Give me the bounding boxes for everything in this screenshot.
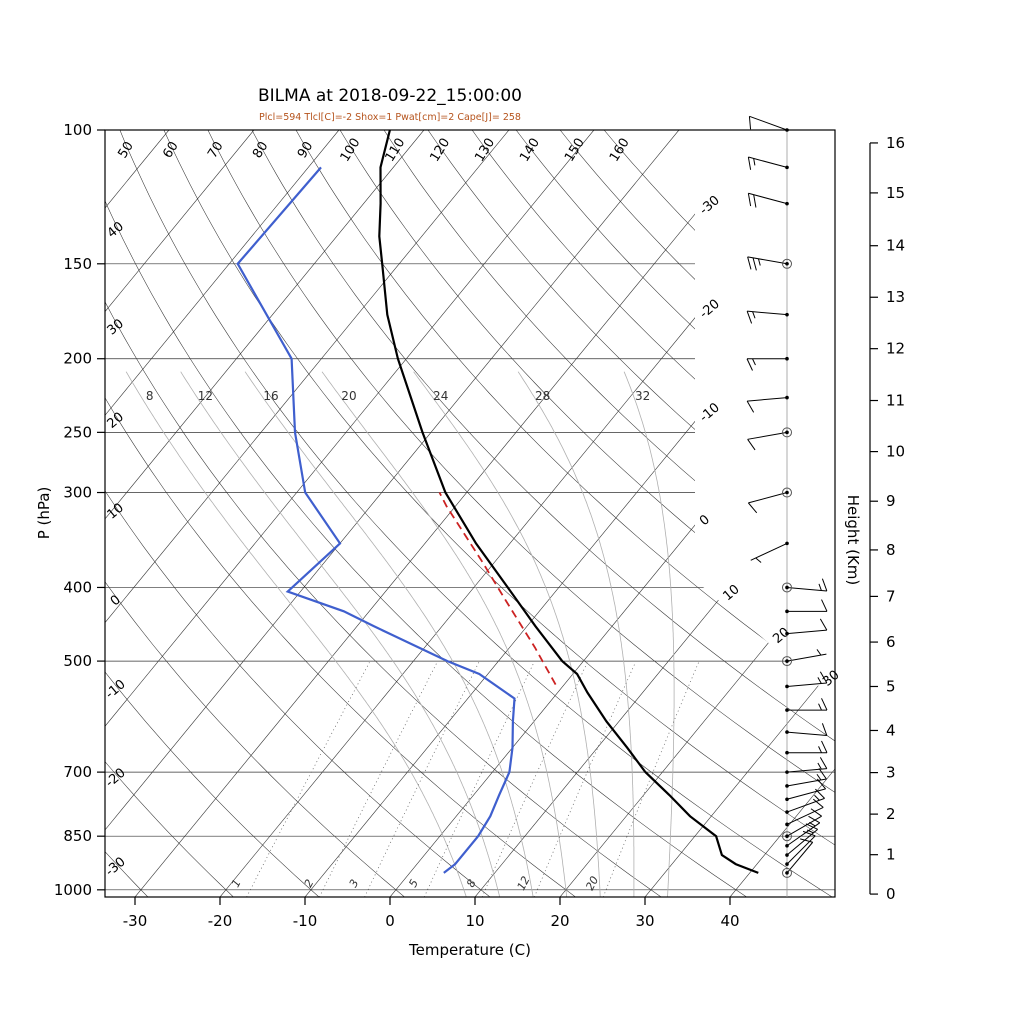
svg-text:100: 100 bbox=[63, 121, 92, 139]
svg-text:80: 80 bbox=[250, 139, 271, 161]
svg-text:0: 0 bbox=[385, 912, 395, 930]
svg-text:1: 1 bbox=[886, 846, 896, 864]
svg-text:70: 70 bbox=[205, 139, 226, 161]
svg-text:11: 11 bbox=[886, 392, 905, 410]
svg-text:24: 24 bbox=[433, 389, 448, 403]
svg-text:10: 10 bbox=[886, 443, 905, 461]
svg-text:400: 400 bbox=[63, 578, 92, 596]
svg-text:4: 4 bbox=[886, 721, 896, 739]
svg-text:10: 10 bbox=[465, 912, 484, 930]
svg-text:150: 150 bbox=[63, 255, 92, 273]
svg-text:1000: 1000 bbox=[54, 881, 92, 899]
svg-text:500: 500 bbox=[63, 652, 92, 670]
pressure-axis-label: P (hPa) bbox=[35, 486, 53, 540]
svg-text:16: 16 bbox=[886, 134, 905, 152]
chart-title: BILMA at 2018-09-22_15:00:00 bbox=[258, 86, 522, 106]
svg-text:0: 0 bbox=[886, 885, 896, 903]
svg-text:16: 16 bbox=[263, 389, 278, 403]
svg-text:2: 2 bbox=[886, 805, 896, 823]
svg-text:5: 5 bbox=[886, 677, 896, 695]
svg-text:12: 12 bbox=[198, 389, 213, 403]
svg-text:13: 13 bbox=[886, 288, 905, 306]
svg-text:-20: -20 bbox=[208, 912, 233, 930]
svg-text:60: 60 bbox=[160, 139, 181, 161]
svg-text:30: 30 bbox=[635, 912, 654, 930]
svg-text:300: 300 bbox=[63, 484, 92, 502]
temperature-axis-label: Temperature (C) bbox=[409, 941, 531, 959]
svg-text:14: 14 bbox=[886, 237, 905, 255]
svg-text:8: 8 bbox=[146, 389, 154, 403]
svg-text:20: 20 bbox=[583, 874, 601, 892]
svg-text:50: 50 bbox=[115, 139, 136, 161]
svg-text:6: 6 bbox=[886, 633, 896, 651]
height-axis-label: Height (Km) bbox=[844, 494, 862, 586]
svg-text:12: 12 bbox=[515, 874, 533, 892]
svg-text:8: 8 bbox=[886, 541, 896, 559]
svg-text:15: 15 bbox=[886, 184, 905, 202]
svg-text:250: 250 bbox=[63, 423, 92, 441]
svg-text:7: 7 bbox=[886, 587, 896, 605]
svg-text:40: 40 bbox=[720, 912, 739, 930]
svg-text:3: 3 bbox=[886, 764, 896, 782]
svg-text:12: 12 bbox=[886, 340, 905, 358]
svg-text:32: 32 bbox=[635, 389, 650, 403]
svg-text:200: 200 bbox=[63, 350, 92, 368]
svg-text:20: 20 bbox=[550, 912, 569, 930]
svg-text:-30: -30 bbox=[123, 912, 148, 930]
stability-params-line: Plcl=594 Tlcl[C]=-2 Shox=1 Pwat[cm]=2 Ca… bbox=[259, 112, 521, 123]
svg-text:9: 9 bbox=[886, 492, 896, 510]
svg-text:700: 700 bbox=[63, 763, 92, 781]
svg-text:90: 90 bbox=[295, 139, 316, 161]
svg-text:28: 28 bbox=[535, 389, 550, 403]
svg-text:20: 20 bbox=[341, 389, 356, 403]
svg-text:-10: -10 bbox=[293, 912, 318, 930]
svg-text:850: 850 bbox=[63, 827, 92, 845]
